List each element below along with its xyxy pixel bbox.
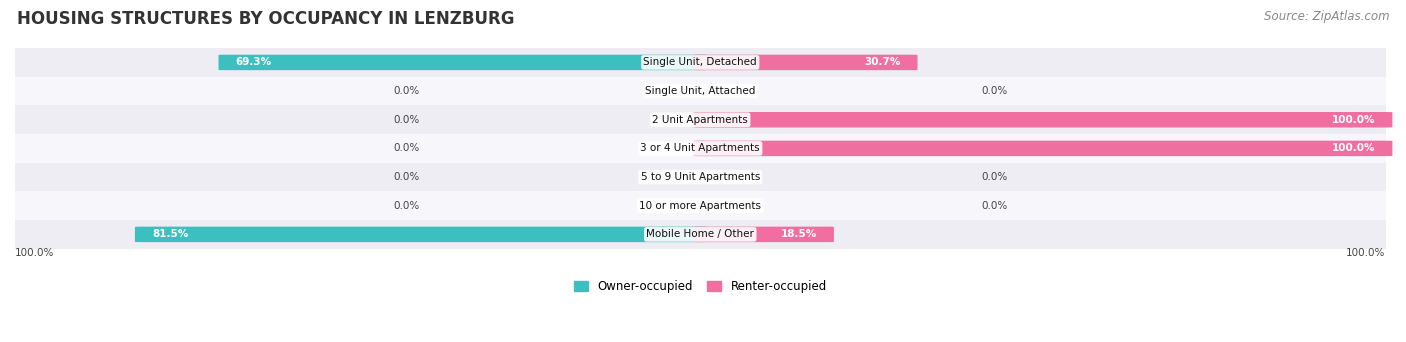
Text: 0.0%: 0.0%	[981, 86, 1008, 96]
Text: 10 or more Apartments: 10 or more Apartments	[640, 201, 761, 211]
Text: Single Unit, Attached: Single Unit, Attached	[645, 86, 755, 96]
FancyBboxPatch shape	[693, 141, 1392, 156]
Text: 0.0%: 0.0%	[394, 143, 419, 154]
Text: 100.0%: 100.0%	[15, 248, 55, 258]
Text: 3 or 4 Unit Apartments: 3 or 4 Unit Apartments	[641, 143, 761, 154]
Bar	[15, 134, 1385, 163]
Text: 0.0%: 0.0%	[981, 201, 1008, 211]
Text: 0.0%: 0.0%	[394, 201, 419, 211]
Text: 81.5%: 81.5%	[152, 229, 188, 239]
Text: 5 to 9 Unit Apartments: 5 to 9 Unit Apartments	[641, 172, 761, 182]
Text: 0.0%: 0.0%	[394, 172, 419, 182]
Text: 0.0%: 0.0%	[981, 172, 1008, 182]
Bar	[15, 192, 1385, 220]
FancyBboxPatch shape	[693, 112, 1392, 128]
Text: 100.0%: 100.0%	[1346, 248, 1385, 258]
FancyBboxPatch shape	[693, 227, 834, 242]
Text: 100.0%: 100.0%	[1331, 115, 1375, 125]
FancyBboxPatch shape	[135, 227, 707, 242]
Text: 2 Unit Apartments: 2 Unit Apartments	[652, 115, 748, 125]
Text: Single Unit, Detached: Single Unit, Detached	[644, 57, 756, 67]
Legend: Owner-occupied, Renter-occupied: Owner-occupied, Renter-occupied	[571, 277, 830, 295]
Text: 18.5%: 18.5%	[780, 229, 817, 239]
Text: 100.0%: 100.0%	[1331, 143, 1375, 154]
FancyBboxPatch shape	[693, 55, 918, 70]
Text: HOUSING STRUCTURES BY OCCUPANCY IN LENZBURG: HOUSING STRUCTURES BY OCCUPANCY IN LENZB…	[17, 10, 515, 28]
Bar	[15, 105, 1385, 134]
Bar	[15, 220, 1385, 249]
Bar	[15, 163, 1385, 192]
Text: 69.3%: 69.3%	[236, 57, 271, 67]
Bar	[15, 48, 1385, 77]
Text: 0.0%: 0.0%	[394, 86, 419, 96]
Text: Source: ZipAtlas.com: Source: ZipAtlas.com	[1264, 10, 1389, 23]
FancyBboxPatch shape	[218, 55, 707, 70]
Bar	[15, 77, 1385, 105]
Text: 0.0%: 0.0%	[394, 115, 419, 125]
Text: Mobile Home / Other: Mobile Home / Other	[647, 229, 754, 239]
Text: 30.7%: 30.7%	[865, 57, 900, 67]
